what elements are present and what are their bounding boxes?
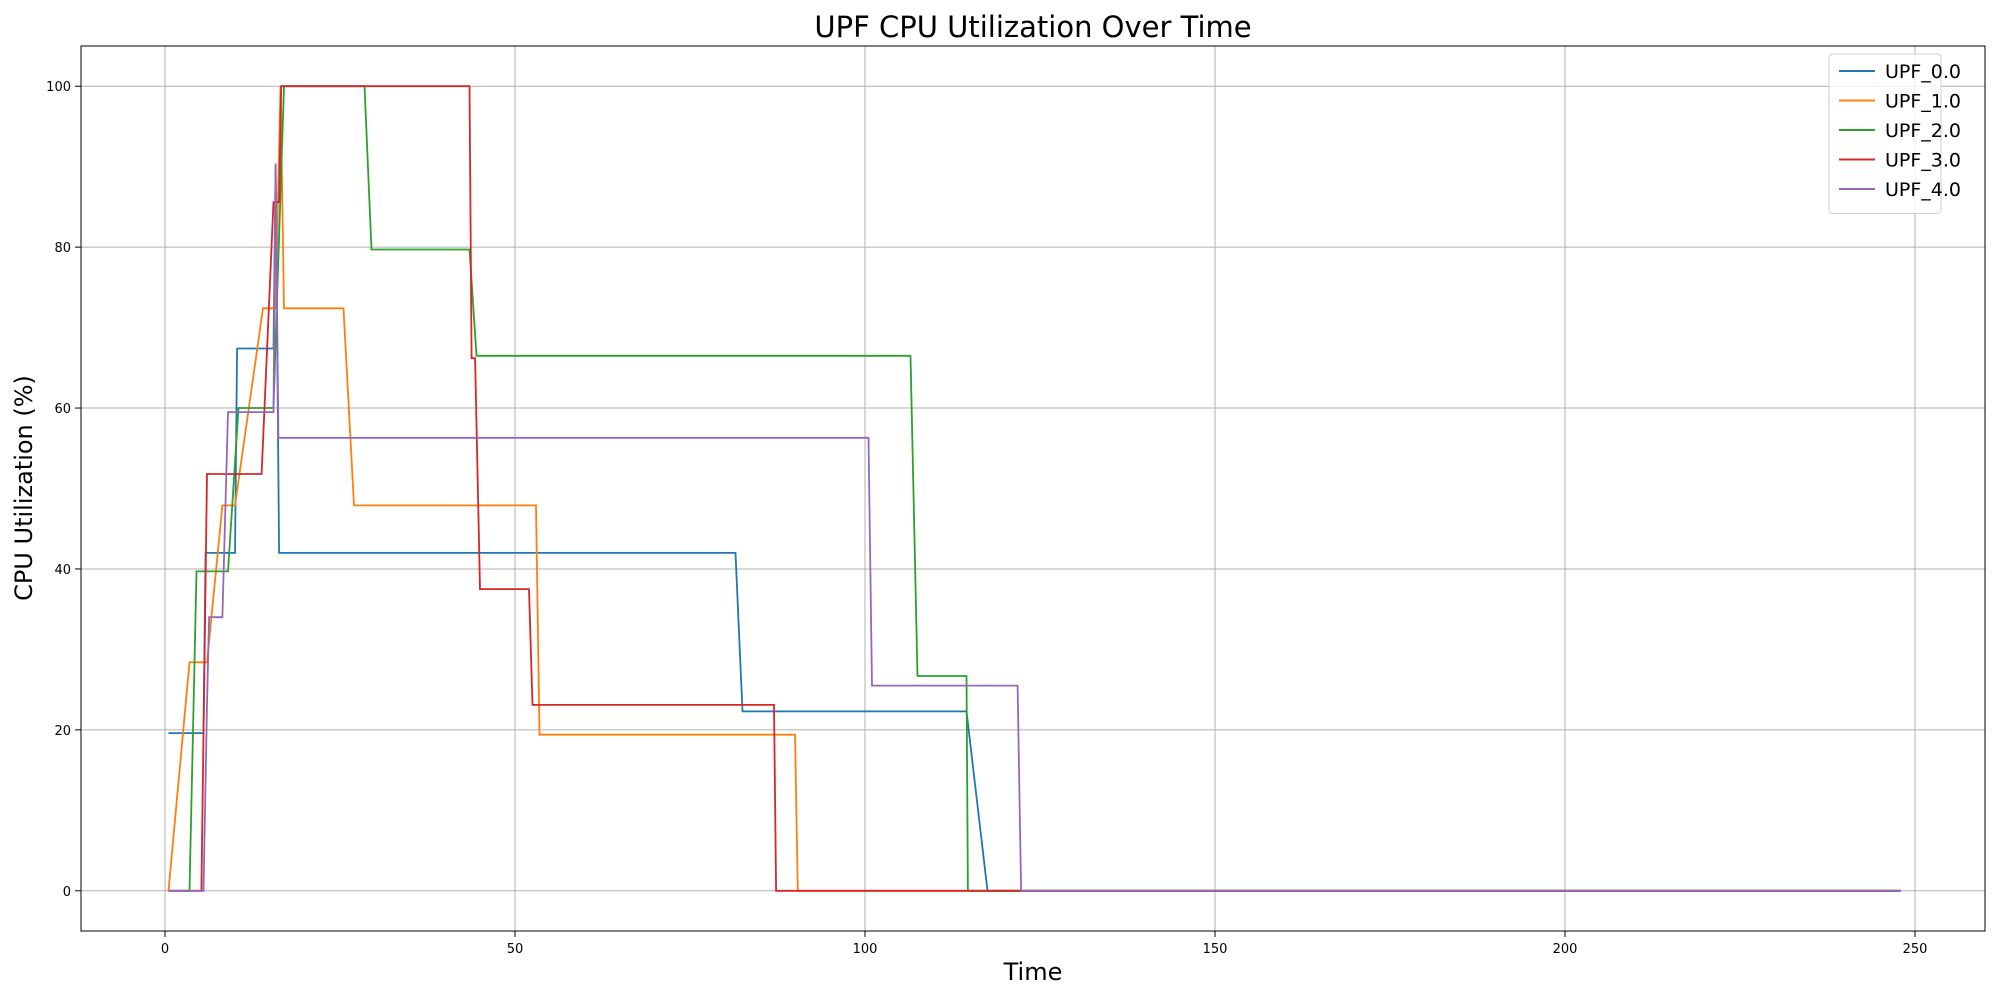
- x-tick-label: 100: [853, 942, 878, 957]
- legend-label: UPF_4.0: [1885, 179, 1961, 201]
- y-axis-ticks: 0 20 40 60 80 100: [46, 80, 81, 900]
- x-tick-label: 150: [1203, 942, 1228, 957]
- y-axis-title: CPU Utilization (%): [10, 375, 38, 601]
- series-lines: [167, 85, 1901, 892]
- y-tick-label: 60: [54, 402, 71, 417]
- x-axis-ticks: 0 50 100 150 200 250: [161, 931, 1928, 957]
- x-tick-label: 0: [161, 942, 169, 957]
- series-line-UPF_3.0: [168, 85, 1901, 892]
- legend-label: UPF_0.0: [1885, 61, 1961, 83]
- legend-label: UPF_2.0: [1885, 120, 1961, 142]
- y-tick-label: 100: [46, 80, 71, 95]
- x-axis-title: Time: [1003, 958, 1063, 986]
- legend-box: [1828, 53, 1942, 214]
- y-tick-label: 80: [54, 241, 71, 256]
- y-tick-label: 40: [54, 563, 71, 578]
- series-line-UPF_4.0: [168, 163, 1901, 892]
- series-line-UPF_1.0: [167, 86, 1901, 892]
- legend-label: UPF_1.0: [1885, 91, 1961, 113]
- y-tick-label: 0: [63, 885, 71, 900]
- x-tick-label: 200: [1553, 942, 1578, 957]
- legend: UPF_0.0 UPF_1.0 UPF_2.0 UPF_3.0 UPF_4.0: [1828, 53, 1961, 214]
- series-line-UPF_2.0: [168, 85, 1901, 892]
- chart-title: UPF CPU Utilization Over Time: [814, 10, 1251, 44]
- legend-label: UPF_3.0: [1885, 150, 1961, 172]
- x-tick-label: 50: [507, 942, 524, 957]
- y-tick-label: 20: [54, 724, 71, 739]
- plot-frame: [80, 45, 1986, 932]
- x-tick-label: 250: [1903, 942, 1928, 957]
